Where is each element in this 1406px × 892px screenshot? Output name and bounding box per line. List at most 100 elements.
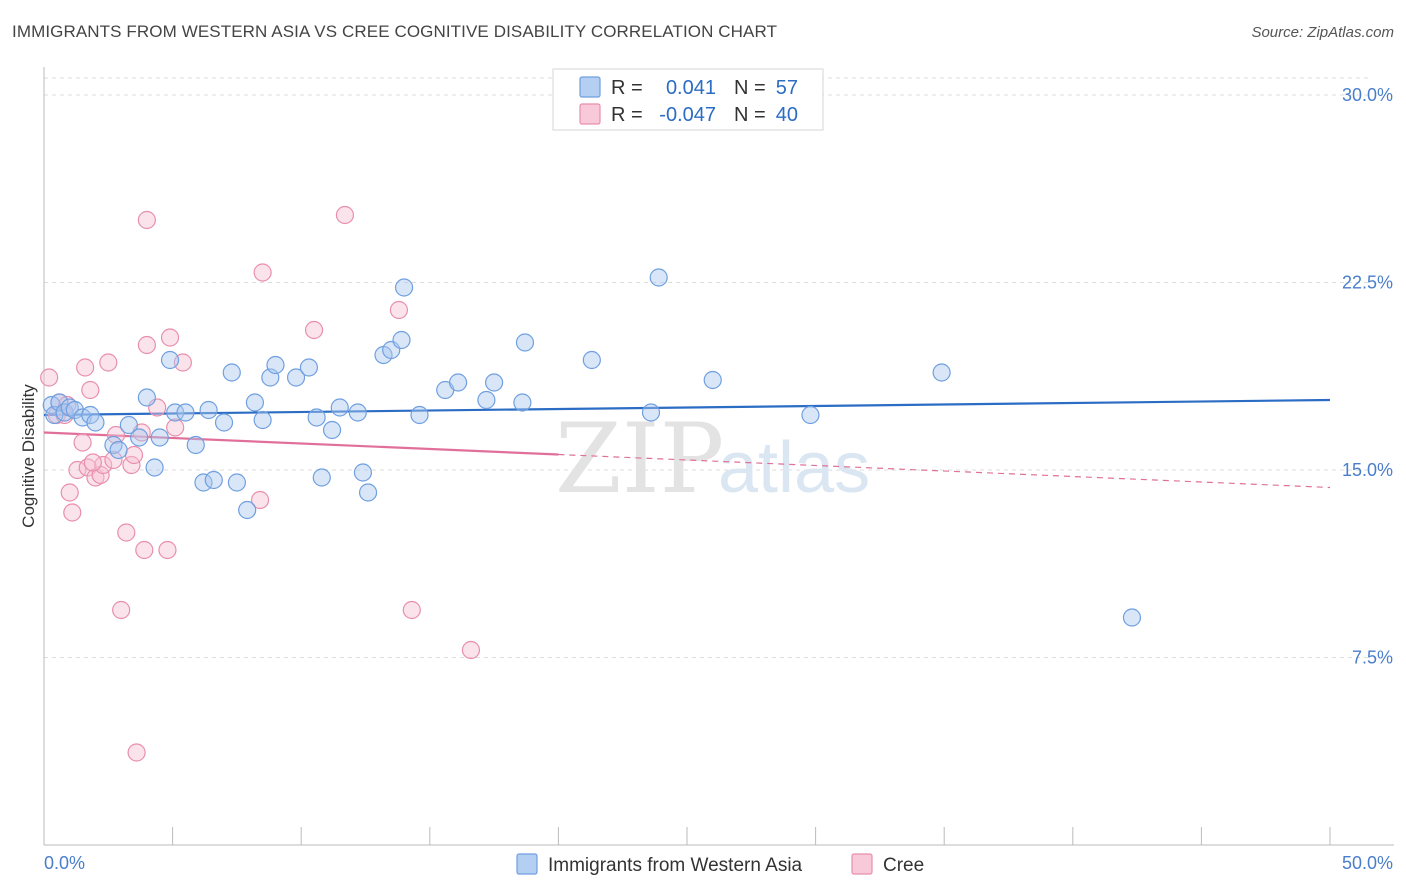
data-point-series-0 xyxy=(266,355,285,375)
y-tick-label: 15.0% xyxy=(1342,460,1393,480)
data-point-series-0 xyxy=(485,373,504,392)
legend-r-value-blue: 0.041 xyxy=(666,77,716,99)
legend-swatch-pink xyxy=(579,103,601,125)
data-point-series-0 xyxy=(104,435,123,455)
data-point-series-0 xyxy=(145,458,164,477)
bottom-legend-swatch-pink xyxy=(851,853,873,875)
legend-r-label-pink: R = xyxy=(611,104,643,126)
bottom-legend-label-blue: Immigrants from Western Asia xyxy=(548,855,803,876)
data-point-series-0 xyxy=(410,405,429,425)
data-point-series-1 xyxy=(250,490,270,510)
data-point-series-1 xyxy=(304,320,324,340)
data-point-series-1 xyxy=(127,743,146,762)
data-point-series-0 xyxy=(582,350,601,370)
watermark: ZIP atlas xyxy=(555,403,870,515)
data-point-series-0 xyxy=(641,403,661,422)
data-point-series-1 xyxy=(60,483,79,502)
data-point-series-0 xyxy=(222,363,241,382)
legend-r-value-pink: -0.047 xyxy=(659,104,716,126)
data-point-series-1 xyxy=(253,263,272,282)
data-point-series-0 xyxy=(253,410,272,430)
y-tick-label: 22.5% xyxy=(1342,273,1393,293)
data-point-series-0 xyxy=(477,390,496,410)
data-point-series-1 xyxy=(40,368,59,387)
data-point-series-0 xyxy=(109,440,128,460)
trend-line-series-1 xyxy=(43,431,559,456)
bottom-legend-label-pink: Cree xyxy=(883,855,924,876)
data-point-series-0 xyxy=(448,373,468,392)
chart-source: Source: ZipAtlas.com xyxy=(1251,24,1394,41)
data-point-series-0 xyxy=(348,403,367,422)
points-layer xyxy=(40,205,1142,762)
data-point-series-0 xyxy=(238,500,257,520)
data-point-series-0 xyxy=(801,405,820,425)
data-point-series-0 xyxy=(322,420,342,440)
data-point-series-0 xyxy=(392,330,411,350)
data-point-series-0 xyxy=(312,468,331,487)
data-point-series-0 xyxy=(513,393,532,412)
data-point-series-0 xyxy=(119,415,138,435)
data-point-series-1 xyxy=(104,450,123,470)
series-legend: Immigrants from Western Asia Cree xyxy=(516,853,924,876)
legend-n-label-pink: N = xyxy=(734,104,766,126)
grid-layer xyxy=(44,77,1370,658)
data-point-series-0 xyxy=(286,368,306,387)
data-point-series-0 xyxy=(204,470,223,490)
data-point-series-0 xyxy=(137,388,156,407)
data-point-series-0 xyxy=(150,428,169,447)
data-point-series-1 xyxy=(335,205,355,225)
data-point-series-0 xyxy=(649,268,668,287)
data-point-series-0 xyxy=(1122,608,1142,627)
trend-line-dashed-series-1 xyxy=(558,453,1331,489)
data-point-series-0 xyxy=(358,483,378,502)
data-point-series-1 xyxy=(402,600,421,620)
data-point-series-0 xyxy=(515,333,535,352)
data-point-series-1 xyxy=(99,353,118,372)
y-tick-label: 7.5% xyxy=(1352,648,1393,668)
data-point-series-1 xyxy=(81,380,100,400)
correlation-legend: R = 0.041 N = 57 R = -0.047 N = 40 xyxy=(552,68,824,131)
data-point-series-0 xyxy=(50,393,69,412)
data-point-series-0 xyxy=(199,400,218,420)
data-point-series-0 xyxy=(186,435,205,455)
axes-layer: 7.5% 15.0% 22.5% 30.0% 0.0% 50.0% xyxy=(43,67,1394,873)
data-point-series-0 xyxy=(394,278,414,297)
data-point-series-1 xyxy=(117,523,136,542)
data-point-series-1 xyxy=(160,328,180,347)
data-point-series-1 xyxy=(112,600,131,620)
data-point-series-1 xyxy=(158,540,177,560)
data-point-series-1 xyxy=(124,445,144,465)
y-tick-label: 30.0% xyxy=(1342,85,1393,105)
data-point-series-0 xyxy=(299,358,319,377)
data-point-series-1 xyxy=(166,418,185,437)
data-point-series-0 xyxy=(176,403,195,422)
bottom-legend-swatch-blue xyxy=(516,853,538,875)
legend-n-label-blue: N = xyxy=(734,77,766,99)
data-point-series-0 xyxy=(214,413,234,432)
data-point-series-1 xyxy=(83,453,102,472)
data-point-series-0 xyxy=(932,363,951,382)
data-point-series-0 xyxy=(353,463,373,482)
data-point-series-0 xyxy=(307,408,326,427)
data-point-series-1 xyxy=(63,503,82,522)
x-tick-label: 50.0% xyxy=(1342,853,1393,873)
chart-title: IMMIGRANTS FROM WESTERN ASIA VS CREE COG… xyxy=(12,22,778,41)
data-point-series-0 xyxy=(227,473,246,492)
watermark-zip: ZIP xyxy=(555,403,724,515)
data-point-series-0 xyxy=(160,350,180,370)
data-point-series-0 xyxy=(166,403,185,422)
data-point-series-1 xyxy=(389,300,409,320)
legend-r-label-blue: R = xyxy=(611,77,643,99)
data-point-series-0 xyxy=(703,370,722,390)
data-point-series-1 xyxy=(76,358,95,377)
legend-swatch-blue xyxy=(579,76,601,98)
data-point-series-1 xyxy=(135,540,154,560)
data-point-series-0 xyxy=(130,428,149,447)
data-point-series-0 xyxy=(86,413,105,432)
data-point-series-1 xyxy=(461,640,481,660)
legend-n-value-pink: 40 xyxy=(776,104,798,126)
watermark-atlas: atlas xyxy=(718,428,870,508)
data-point-series-0 xyxy=(245,393,265,412)
data-point-series-1 xyxy=(137,210,156,230)
